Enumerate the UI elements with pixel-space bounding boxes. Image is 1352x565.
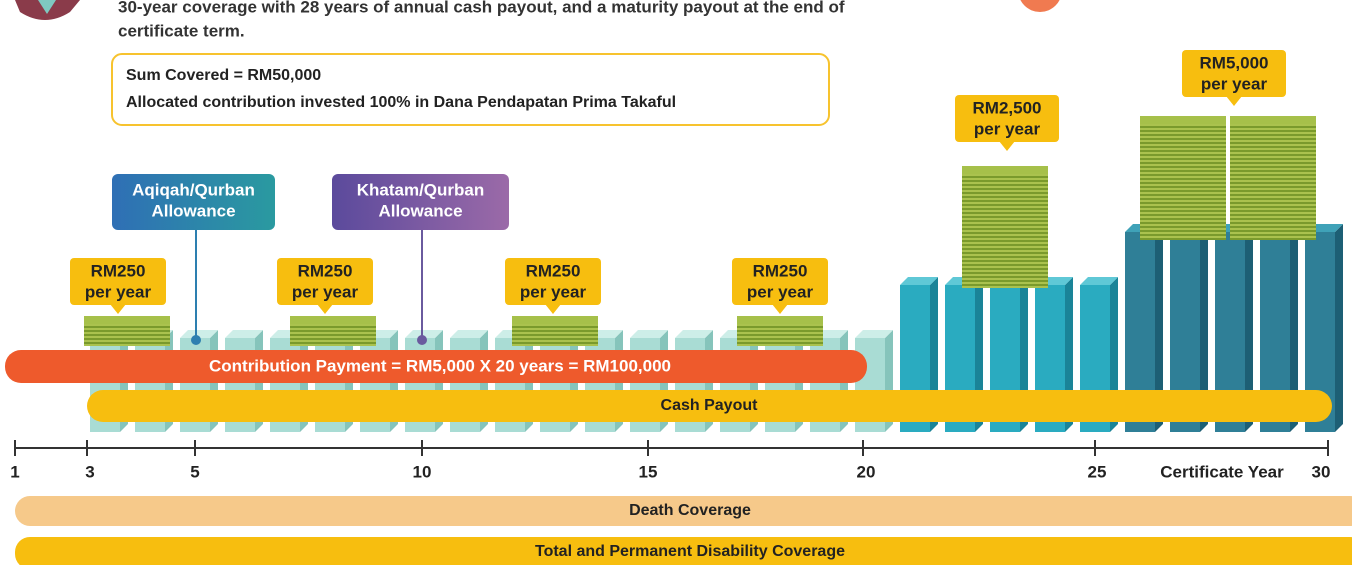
payout-period: per year bbox=[747, 282, 814, 301]
callout-dot bbox=[417, 335, 427, 345]
money-top bbox=[737, 316, 823, 324]
money-top bbox=[512, 316, 598, 324]
payout-amount: RM250 bbox=[526, 261, 581, 280]
money-top bbox=[84, 316, 170, 324]
callout-text: Khatam/Qurban bbox=[357, 180, 485, 199]
info-box bbox=[112, 54, 829, 125]
money-top bbox=[290, 316, 376, 324]
callout-text: Allowance bbox=[151, 201, 235, 220]
payout-amount: RM250 bbox=[91, 261, 146, 280]
axis-tick-label: 25 bbox=[1088, 462, 1107, 481]
info-text: Sum Covered = RM50,000 bbox=[126, 67, 321, 84]
avatar bbox=[15, 0, 80, 20]
payout-pointer bbox=[999, 141, 1015, 151]
money-top bbox=[1230, 116, 1316, 124]
axis-tick-label: 15 bbox=[639, 462, 658, 481]
axis-tick-label: 10 bbox=[413, 462, 432, 481]
payout-period: per year bbox=[974, 119, 1041, 138]
coverage-text: Total and Permanent Disability Coverage bbox=[535, 543, 845, 560]
payout-pointer bbox=[772, 304, 788, 314]
callout-dot bbox=[191, 335, 201, 345]
cash-payout-text: Cash Payout bbox=[661, 397, 759, 414]
payout-amount: RM250 bbox=[298, 261, 353, 280]
payout-amount: RM2,500 bbox=[973, 98, 1042, 117]
money-top bbox=[962, 166, 1048, 174]
payout-pointer bbox=[1226, 96, 1242, 106]
pillar-side bbox=[1335, 224, 1343, 432]
axis-tick-label: 20 bbox=[857, 462, 876, 481]
payout-period: per year bbox=[292, 282, 359, 301]
payout-period: per year bbox=[85, 282, 152, 301]
payout-pointer bbox=[110, 304, 126, 314]
intro-text: 30-year coverage with 28 years of annual… bbox=[118, 0, 845, 16]
info-text: Allocated contribution invested 100% in … bbox=[126, 94, 676, 111]
callout-text: Allowance bbox=[378, 201, 462, 220]
money-top bbox=[1140, 116, 1226, 124]
payout-pointer bbox=[317, 304, 333, 314]
payout-period: per year bbox=[1201, 74, 1268, 93]
coverage-text: Death Coverage bbox=[629, 502, 751, 519]
axis-tick-label: 1 bbox=[10, 462, 19, 481]
payout-period: per year bbox=[520, 282, 587, 301]
axis-tick-label: 30 bbox=[1312, 462, 1331, 481]
payout-pointer bbox=[545, 304, 561, 314]
axis-tick-label: 3 bbox=[85, 462, 94, 481]
decoration bbox=[1018, 0, 1062, 12]
axis-tick-label: 5 bbox=[190, 462, 199, 481]
intro-text: certificate term. bbox=[118, 21, 245, 40]
callout-text: Aqiqah/Qurban bbox=[132, 180, 255, 199]
contribution-text: Contribution Payment = RM5,000 X 20 year… bbox=[209, 356, 671, 375]
payout-amount: RM5,000 bbox=[1200, 53, 1269, 72]
payout-amount: RM250 bbox=[753, 261, 808, 280]
infographic: 30-year coverage with 28 years of annual… bbox=[0, 0, 1352, 565]
axis-label: Certificate Year bbox=[1160, 462, 1284, 481]
